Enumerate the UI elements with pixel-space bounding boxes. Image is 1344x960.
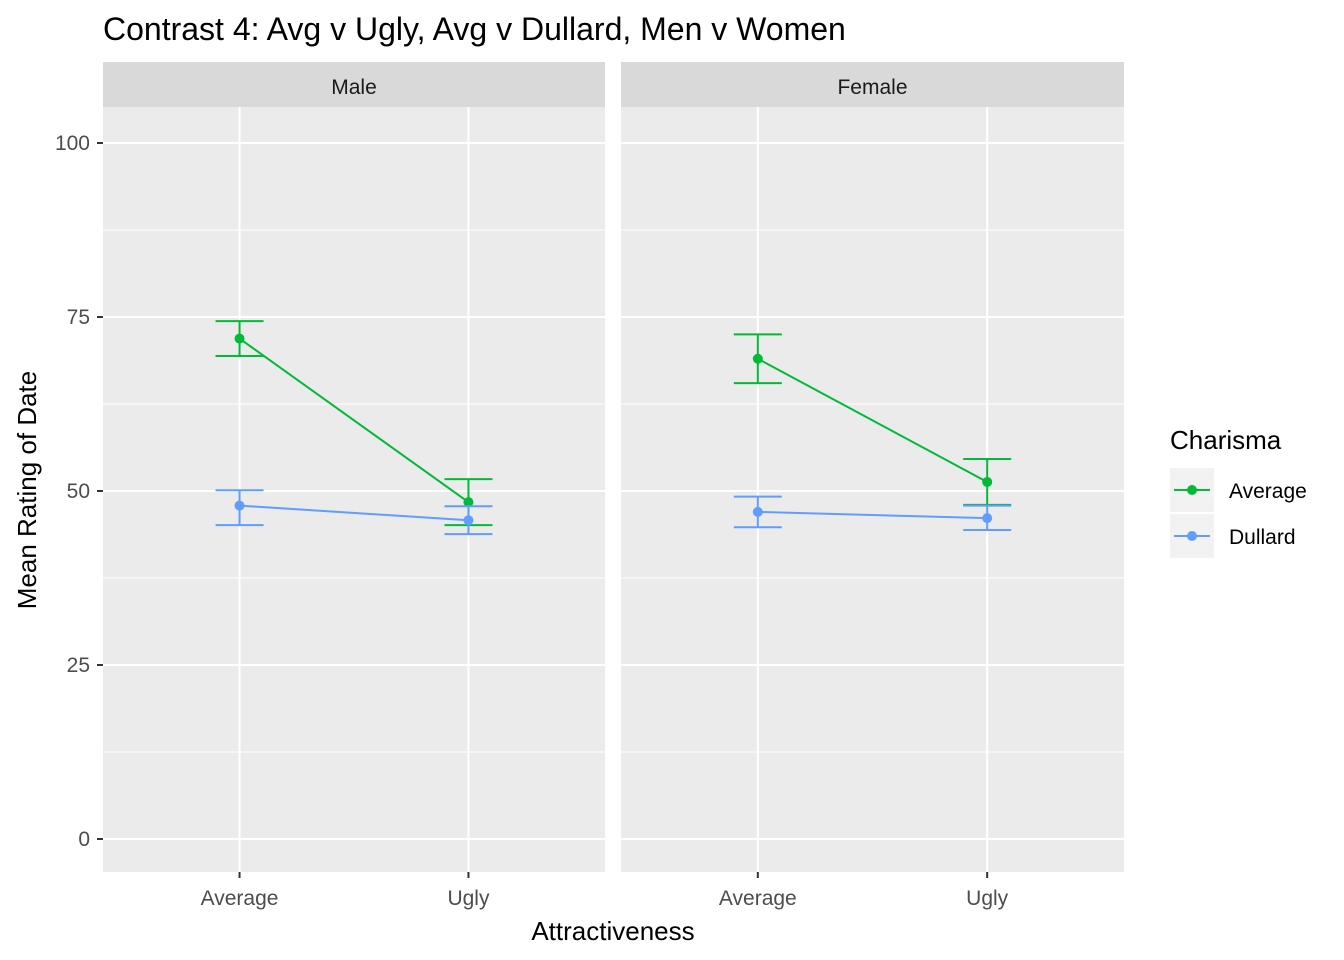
x-tick-label: Ugly [966,887,1009,910]
y-tick-label: 0 [78,828,90,851]
facet-strip-label: Male [331,76,377,99]
panel-background [621,107,1124,872]
y-tick-label: 75 [67,306,90,329]
series-average [215,320,493,527]
panel-background [103,107,605,872]
panel-male: Male [103,62,605,872]
facet-panels: Male Female [103,62,1124,872]
x-axis: Average Ugly Average Ugly [201,872,1009,910]
facet-strip [103,62,605,107]
legend: Charisma Average Dullard [1170,425,1307,558]
legend-label: Dullard [1229,526,1296,549]
data-point [752,353,763,364]
facet-strip [621,62,1124,107]
x-axis-title: Attractiveness [531,916,694,946]
y-tick-label: 100 [55,132,90,155]
data-point [752,506,763,517]
legend-item-dullard: Dullard [1170,514,1296,558]
facet-strip-label: Female [837,76,907,99]
y-axis-title: Mean Rating of Date [12,371,42,609]
y-tick-label: 50 [67,480,90,503]
data-point [982,476,993,487]
legend-label: Average [1229,480,1307,503]
series-dullard [733,495,1012,531]
legend-item-average: Average [1170,468,1307,512]
legend-title: Charisma [1170,425,1282,455]
series-dullard [215,489,493,536]
data-point [234,500,245,511]
data-point [982,513,993,524]
chart-title: Contrast 4: Avg v Ugly, Avg v Dullard, M… [103,11,846,47]
y-tick-label: 25 [67,654,90,677]
x-tick-label: Average [719,887,797,910]
x-tick-label: Ugly [447,887,490,910]
series-line [757,357,988,483]
panel-female: Female [621,62,1124,872]
y-axis: 0 25 50 75 100 [55,132,103,851]
data-point [234,333,245,344]
series-line [239,504,469,522]
series-line [757,510,988,520]
series-line [238,337,470,503]
data-point [463,497,474,508]
data-point [463,515,474,526]
x-tick-label: Average [201,887,279,910]
